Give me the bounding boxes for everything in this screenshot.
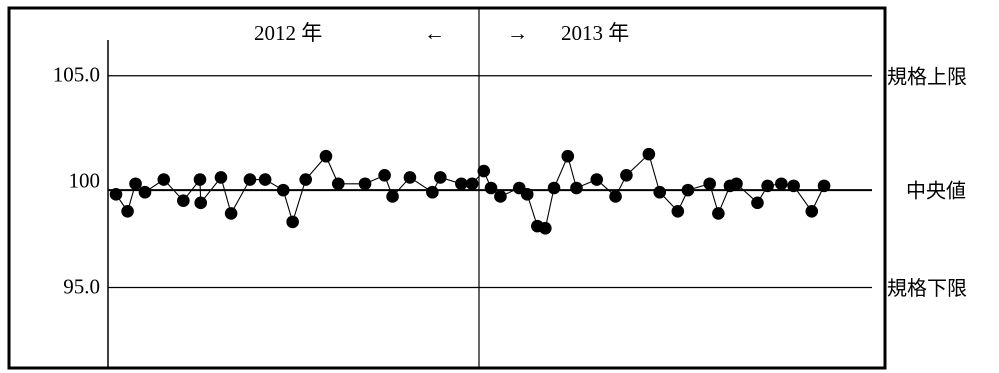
data-point	[465, 177, 479, 191]
data-point	[386, 190, 399, 203]
data-point	[157, 173, 171, 186]
data-point	[455, 177, 468, 191]
data-point	[193, 173, 207, 186]
data-point	[477, 164, 491, 178]
data-point	[243, 173, 257, 186]
data-point	[358, 177, 372, 191]
data-point	[331, 177, 345, 191]
data-point	[561, 149, 575, 163]
data-point	[681, 183, 695, 197]
data-point	[276, 183, 290, 197]
period-label-2013: 2013 年	[561, 21, 629, 45]
data-point	[177, 194, 190, 208]
y-tick-label-95: 95.0	[63, 274, 100, 298]
data-point	[671, 204, 685, 218]
arrow-right: →	[507, 21, 528, 45]
data-point	[138, 185, 152, 199]
data-point	[403, 171, 417, 184]
chart-frame	[7, 6, 887, 370]
data-point	[590, 173, 604, 186]
data-point	[378, 168, 391, 182]
data-point	[109, 188, 123, 201]
data-point	[653, 185, 667, 199]
data-point	[547, 181, 561, 195]
data-point	[761, 179, 774, 193]
upper-limit-label: 規格上限	[887, 64, 967, 88]
data-point	[299, 173, 312, 186]
data-point	[258, 173, 272, 186]
data-point	[494, 190, 507, 203]
data-point	[620, 168, 633, 182]
data-point	[214, 171, 228, 184]
data-point	[805, 204, 819, 218]
period-label-2012: 2012 年	[254, 21, 322, 45]
data-point	[817, 179, 831, 193]
data-point	[703, 177, 716, 191]
y-tick-label-105: 105.0	[53, 63, 100, 87]
arrow-left: ←	[424, 21, 445, 45]
data-point	[434, 171, 447, 184]
data-point	[484, 181, 498, 195]
lower-limit-label: 規格下限	[887, 276, 967, 300]
data-point	[730, 177, 743, 191]
data-point	[129, 177, 142, 191]
data-point	[570, 181, 583, 195]
data-point	[194, 196, 208, 210]
center-label: 中央値	[906, 179, 966, 203]
data-point	[121, 204, 134, 218]
data-point	[751, 196, 764, 210]
data-point	[712, 207, 725, 220]
data-point	[319, 149, 333, 163]
series-line	[115, 153, 825, 229]
data-point	[787, 179, 800, 193]
data-series	[109, 147, 831, 235]
data-point	[539, 221, 552, 235]
data-point	[642, 147, 656, 161]
data-point	[426, 185, 439, 199]
data-point	[520, 188, 534, 201]
data-point	[224, 207, 238, 220]
data-point	[609, 190, 622, 203]
data-point	[286, 215, 299, 229]
data-point	[775, 177, 788, 191]
y-tick-label-100: 100	[69, 168, 101, 192]
